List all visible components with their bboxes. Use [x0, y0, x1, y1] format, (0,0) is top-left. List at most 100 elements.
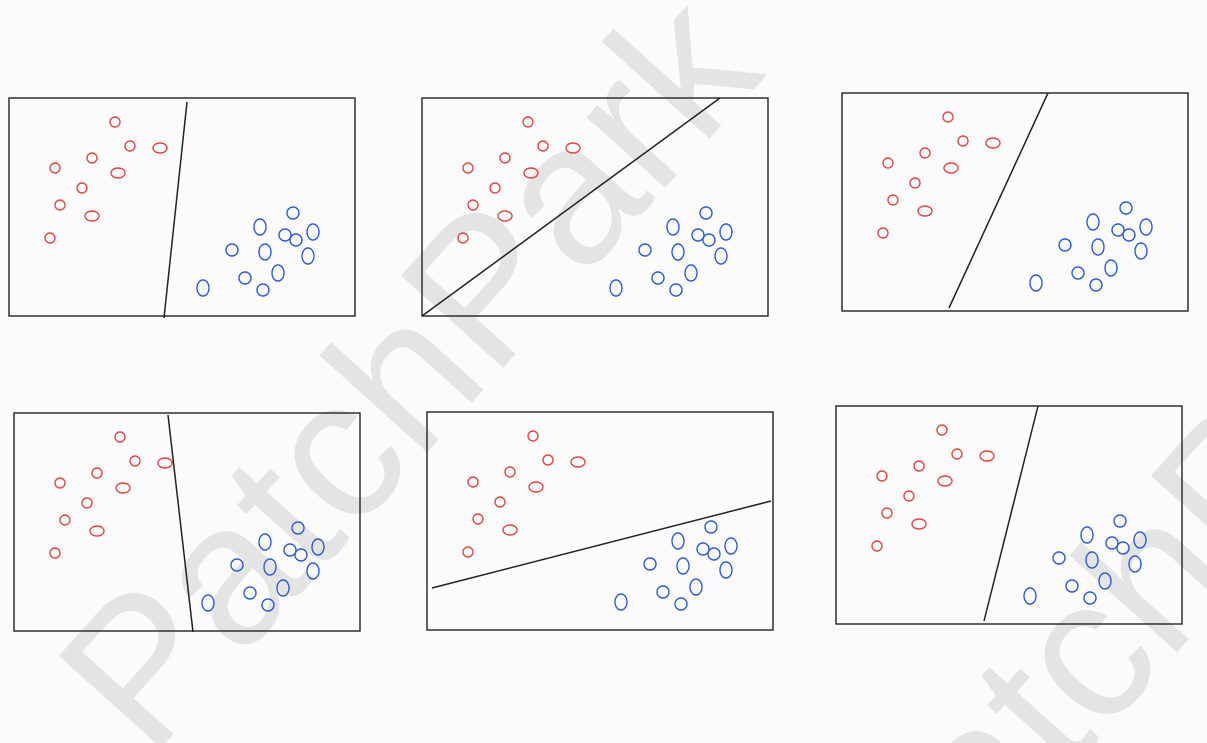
red-point: [110, 167, 126, 179]
separator-line: [167, 414, 194, 633]
blue-point: [196, 279, 210, 297]
blue-point: [1052, 551, 1066, 565]
red-point: [871, 540, 883, 552]
blue-point: [1128, 555, 1142, 573]
blue-point: [1083, 591, 1097, 605]
blue-point: [294, 548, 308, 562]
red-point: [89, 525, 105, 537]
blue-point: [278, 228, 292, 242]
red-point: [54, 199, 66, 211]
red-point: [570, 456, 586, 468]
panel: [426, 411, 774, 631]
blue-point: [291, 521, 305, 535]
blue-point: [261, 598, 275, 612]
red-point: [49, 162, 61, 174]
red-point: [109, 116, 121, 128]
red-point: [522, 116, 534, 128]
blue-point: [258, 533, 272, 551]
red-point: [985, 137, 1001, 149]
blue-point: [225, 243, 239, 257]
blue-point: [258, 243, 272, 261]
red-point: [54, 477, 66, 489]
blue-point: [1071, 266, 1085, 280]
panel-frame: [421, 97, 769, 317]
red-point: [152, 142, 168, 154]
panel: [841, 92, 1189, 312]
red-point: [472, 513, 484, 525]
red-point: [49, 547, 61, 559]
blue-point: [289, 233, 303, 247]
red-point: [44, 232, 56, 244]
red-point: [881, 507, 893, 519]
blue-point: [707, 547, 721, 561]
red-point: [497, 210, 513, 222]
blue-point: [714, 247, 728, 265]
blue-point: [724, 537, 738, 555]
blue-point: [614, 593, 628, 611]
panel-frame: [13, 412, 361, 632]
blue-point: [256, 283, 270, 297]
red-point: [528, 481, 544, 493]
blue-point: [271, 264, 285, 282]
red-point: [489, 182, 501, 194]
blue-point: [311, 538, 325, 556]
red-point: [936, 424, 948, 436]
blue-point: [1085, 551, 1099, 569]
panel-frame: [841, 92, 1189, 312]
red-point: [882, 157, 894, 169]
blue-point: [1111, 223, 1125, 237]
red-point: [157, 457, 173, 469]
red-point: [942, 111, 954, 123]
blue-point: [1098, 572, 1112, 590]
red-point: [115, 482, 131, 494]
red-point: [86, 152, 98, 164]
blue-point: [671, 532, 685, 550]
red-point: [76, 182, 88, 194]
red-point: [502, 524, 518, 536]
blue-point: [643, 557, 657, 571]
red-point: [467, 199, 479, 211]
blue-point: [201, 594, 215, 612]
blue-point: [609, 279, 623, 297]
blue-point: [1116, 541, 1130, 555]
blue-point: [1023, 587, 1037, 605]
blue-point: [719, 223, 733, 241]
blue-point: [263, 558, 277, 576]
red-point: [457, 232, 469, 244]
red-point: [462, 162, 474, 174]
panel-frame: [426, 411, 774, 631]
panel: [13, 412, 361, 633]
red-point: [957, 135, 969, 147]
red-point: [124, 140, 136, 152]
red-point: [565, 142, 581, 154]
blue-point: [306, 562, 320, 580]
red-point: [494, 496, 506, 508]
blue-point: [1122, 228, 1136, 242]
blue-point: [656, 585, 670, 599]
red-point: [909, 177, 921, 189]
separator-line: [163, 101, 188, 319]
blue-point: [238, 271, 252, 285]
panel-frame: [835, 405, 1183, 625]
blue-point: [1091, 238, 1105, 256]
blue-point: [1058, 238, 1072, 252]
red-point: [937, 475, 953, 487]
red-point: [887, 194, 899, 206]
red-point: [527, 430, 539, 442]
red-point: [114, 431, 126, 443]
blue-point: [1133, 531, 1147, 549]
red-point: [913, 460, 925, 472]
blue-point: [691, 228, 705, 242]
red-point: [917, 205, 933, 217]
blue-point: [699, 206, 713, 220]
red-point: [462, 546, 474, 558]
blue-point: [253, 218, 267, 236]
blue-point: [684, 264, 698, 282]
red-point: [877, 227, 889, 239]
blue-point: [638, 243, 652, 257]
blue-point: [689, 578, 703, 596]
blue-point: [1134, 242, 1148, 260]
red-point: [59, 514, 71, 526]
blue-point: [1105, 536, 1119, 550]
